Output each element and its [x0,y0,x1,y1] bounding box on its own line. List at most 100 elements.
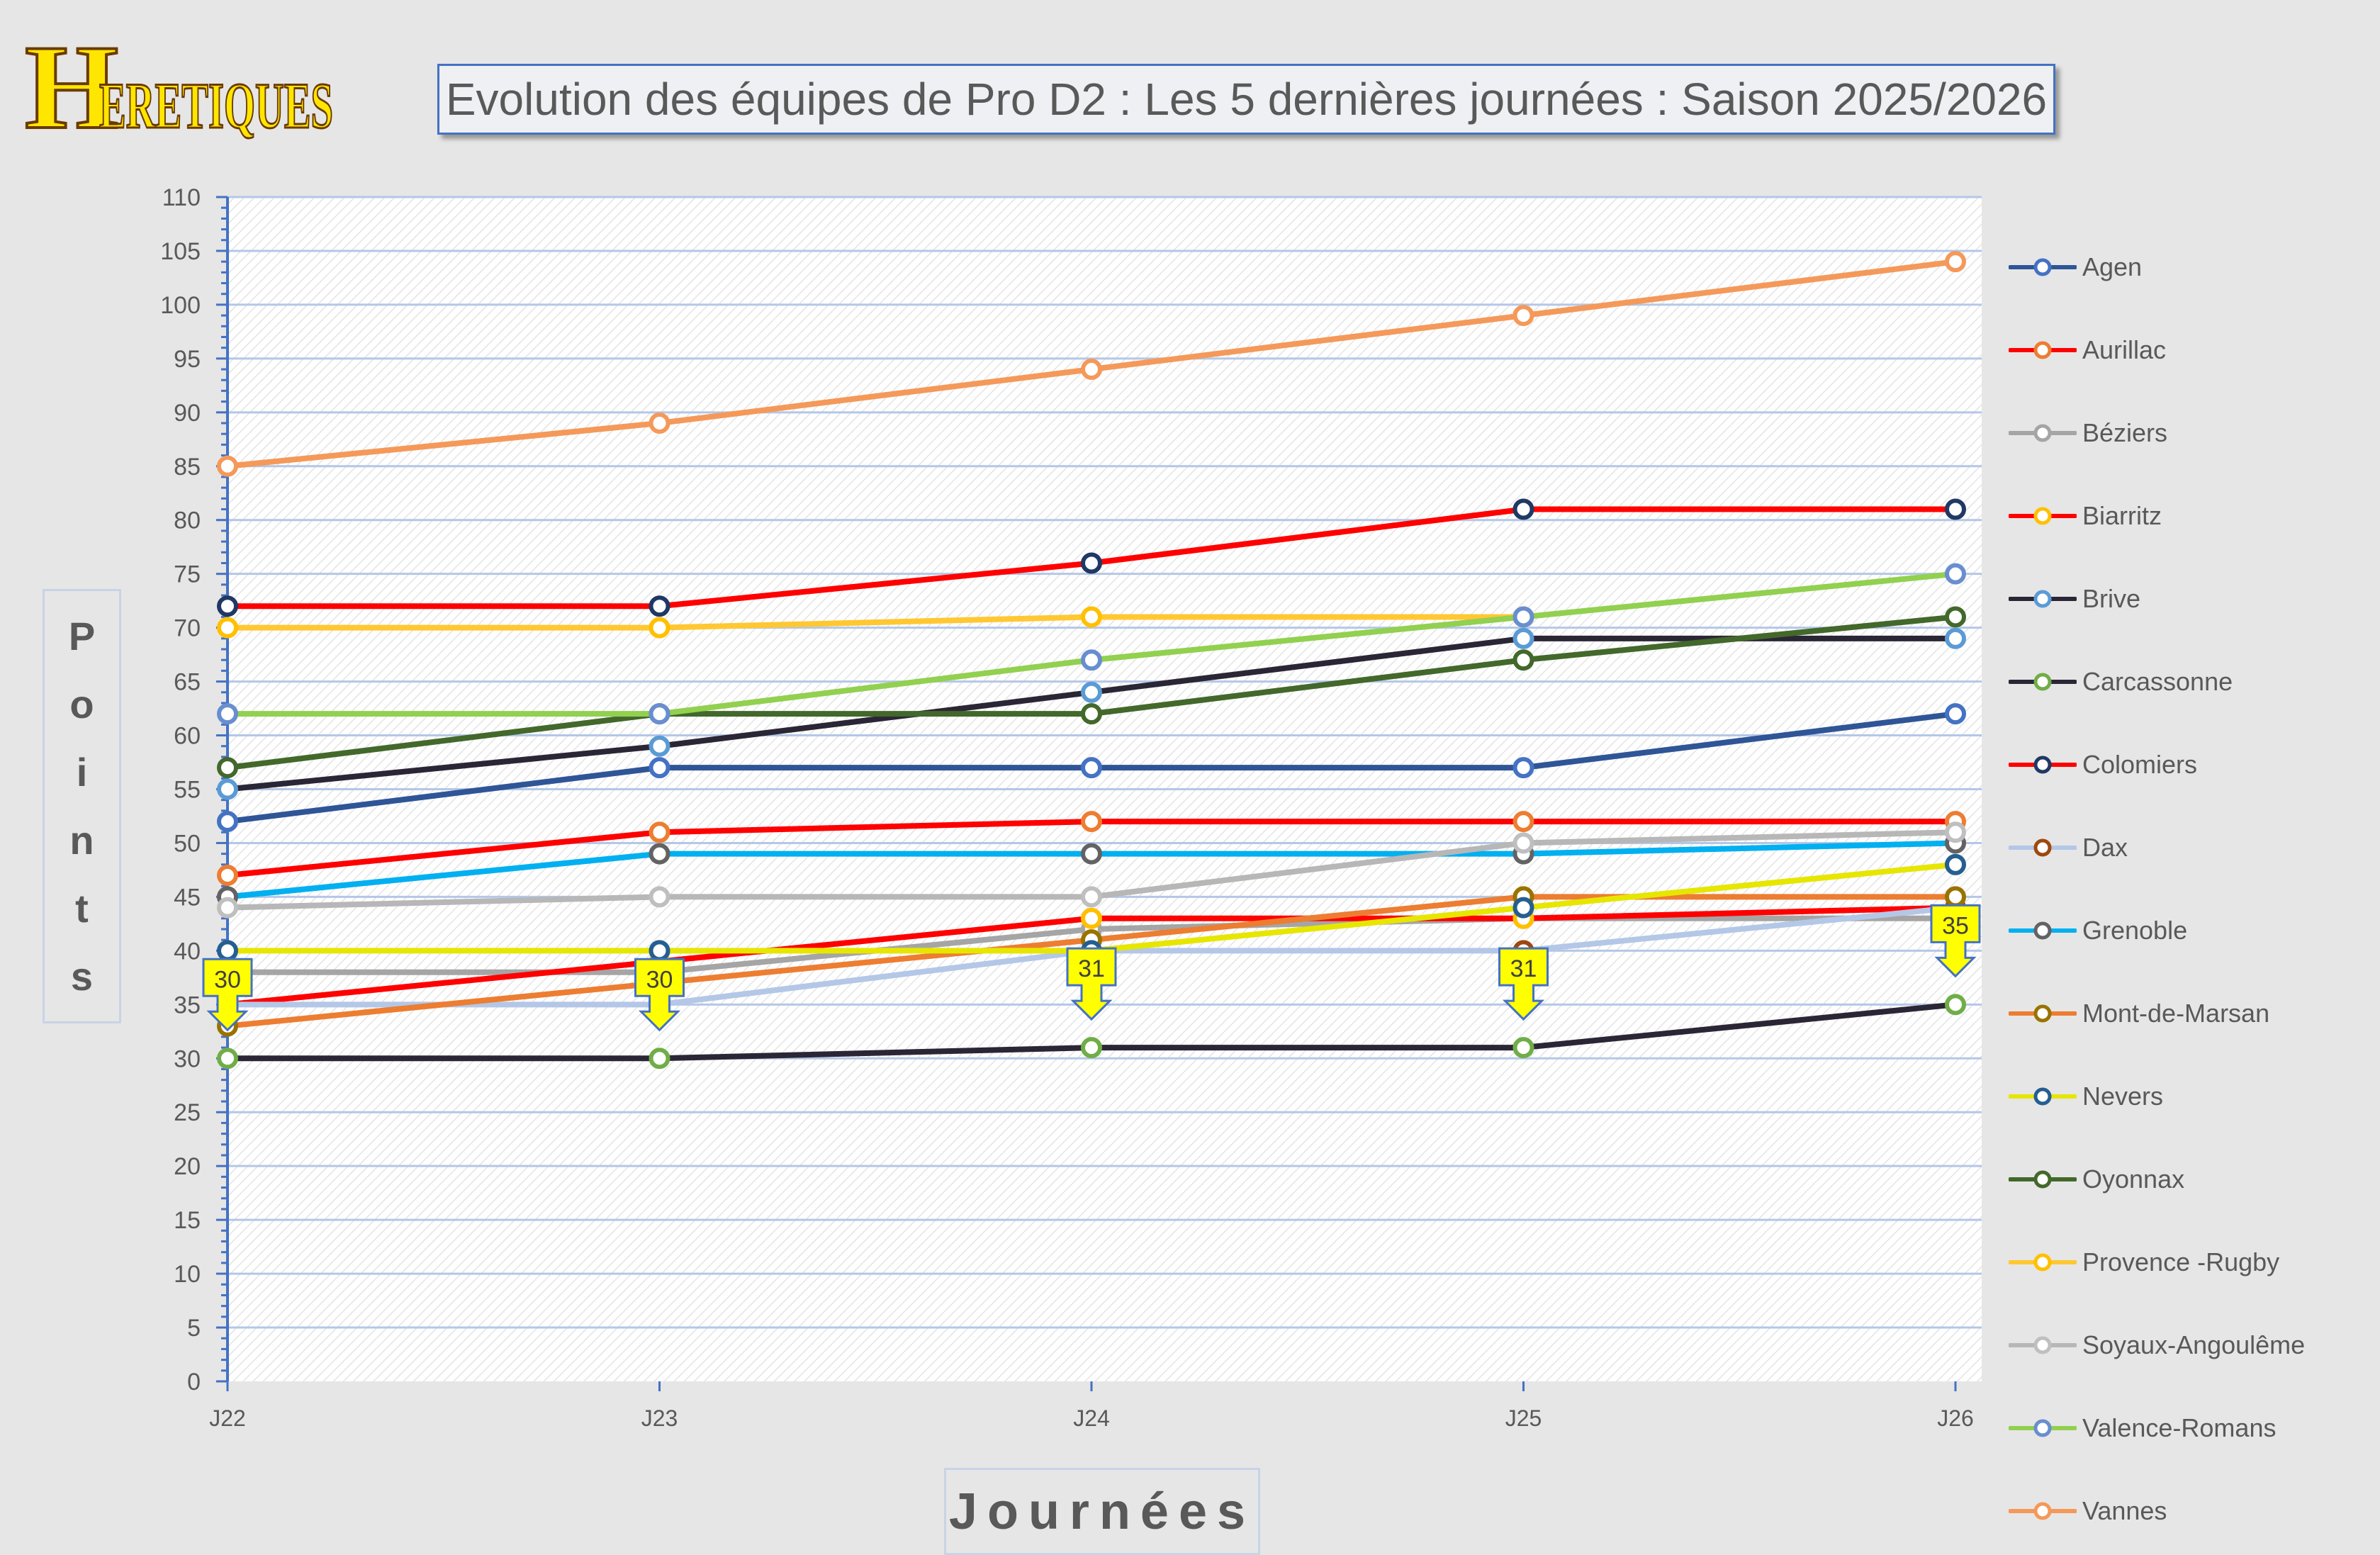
y-tick-label: 75 [174,561,201,588]
legend-item[interactable]: Aurillac [2009,329,2166,371]
legend-item[interactable]: Carcassonne [2009,661,2233,703]
data-point [1081,843,1102,865]
y-tick-label: 0 [187,1369,201,1396]
data-point [649,617,670,639]
data-point [217,778,238,800]
legend-label: Aurillac [2082,335,2167,364]
legend-marker-icon [2009,756,2077,774]
legend-marker-icon [2009,1336,2077,1354]
legend-item[interactable]: Agen [2009,246,2142,288]
data-point [649,595,670,617]
legend-item[interactable]: Grenoble [2009,909,2187,952]
legend-label: Oyonnax [2082,1164,2185,1194]
data-label: 30 [214,966,241,993]
data-label-callout [1930,904,1981,978]
data-point [217,703,238,725]
legend-item[interactable]: Provence -Rugby [2009,1241,2279,1284]
legend-item[interactable]: Oyonnax [2009,1158,2184,1201]
heretiques-logo: H ERETIQUES [21,19,361,155]
legend-item[interactable]: Mont-de-Marsan [2009,992,2269,1035]
y-axis-title-letter: s [70,954,94,999]
y-tick-label: 5 [187,1315,201,1342]
y-tick-label: 25 [174,1099,201,1126]
data-point [217,940,238,962]
y-tick-label: 40 [174,938,201,965]
legend-item[interactable]: Vannes [2009,1490,2167,1532]
data-point [1081,811,1102,833]
legend-marker-icon [2009,507,2077,525]
data-point [1512,757,1534,779]
y-tick-label: 50 [174,830,201,857]
data-point [649,940,670,962]
y-tick-label: 70 [174,615,201,642]
data-point [1512,1037,1534,1059]
legend-item[interactable]: Dax [2009,826,2128,869]
data-point [217,811,238,833]
legend-item[interactable]: Colomiers [2009,743,2197,786]
legend-label: Nevers [2082,1082,2164,1111]
data-point [1512,649,1534,671]
series-line-provence-rugby [228,614,1524,631]
data-point [1081,1037,1102,1059]
legend-marker-icon [2009,1419,2077,1437]
x-tick-label: J26 [1937,1405,1974,1431]
data-point [1945,853,1966,875]
data-label: 30 [646,966,673,993]
data-label-callout [634,958,685,1032]
legend-marker-icon [2009,673,2077,691]
legend-label: Dax [2082,833,2128,862]
y-tick-label: 15 [174,1207,201,1234]
data-point [649,821,670,843]
data-point [1512,897,1534,919]
legend-marker-icon [2009,590,2077,608]
legend-marker-icon [2009,424,2077,442]
legend-label: Carcassonne [2082,667,2233,696]
x-tick-label: J25 [1505,1405,1542,1431]
legend-item[interactable]: Brive [2009,578,2140,620]
data-point [649,843,670,865]
y-tick-label: 110 [162,184,201,211]
chart-title: Evolution des équipes de Pro D2 : Les 5 … [437,64,2055,135]
y-axis-title-letter: t [75,886,89,931]
legend-label: Valence-Romans [2082,1413,2277,1442]
y-tick-label: 80 [174,507,201,534]
data-label-callout [1066,947,1117,1021]
data-point [217,595,238,617]
data-point [649,886,670,908]
data-point [1512,305,1534,327]
data-point [217,865,238,887]
legend-item[interactable]: Nevers [2009,1075,2163,1118]
x-tick-label: J23 [641,1405,678,1431]
x-axis-title: Journées [944,1468,1260,1555]
y-tick-label: 60 [174,723,201,750]
legend-label: Mont-de-Marsan [2082,999,2270,1028]
y-tick-label: 95 [174,346,201,373]
legend-item[interactable]: Biarritz [2009,495,2162,537]
y-tick-label: 45 [174,884,201,911]
data-label-callout [1498,947,1549,1021]
data-point [217,617,238,639]
data-label: 35 [1942,912,1969,939]
data-point [1081,552,1102,574]
data-point [217,897,238,919]
data-point [1945,251,1966,273]
y-tick-label: 65 [174,669,201,696]
y-tick-label: 90 [174,400,201,427]
data-point [217,757,238,779]
legend-marker-icon [2009,1004,2077,1023]
data-point [217,1048,238,1070]
data-point [1512,627,1534,649]
data-point [649,735,670,757]
legend-item[interactable]: Béziers [2009,412,2167,454]
data-point [1081,359,1102,381]
data-point [649,703,670,725]
legend-item[interactable]: Valence-Romans [2009,1407,2276,1449]
data-point [1945,606,1966,628]
legend-marker-icon [2009,258,2077,276]
y-tick-label: 55 [174,777,201,804]
data-point [1512,498,1534,520]
legend-item[interactable]: Soyaux-Angoulême [2009,1324,2305,1366]
x-tick-label: J24 [1073,1405,1110,1431]
legend-label: Grenoble [2082,916,2188,945]
